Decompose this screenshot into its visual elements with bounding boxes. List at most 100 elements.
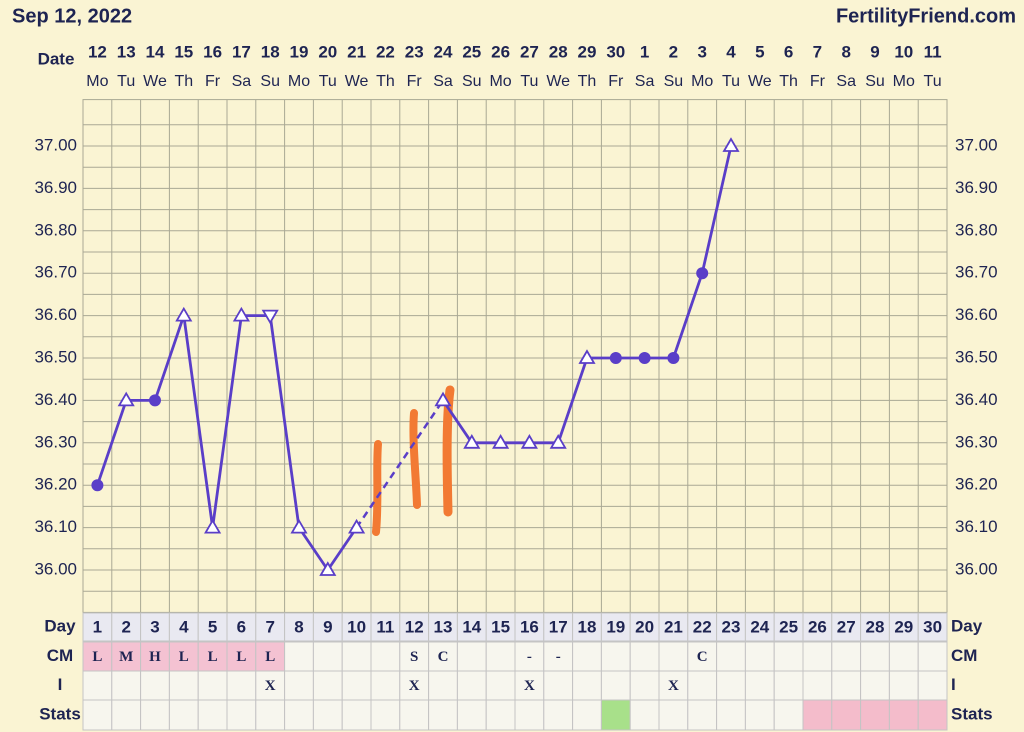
temperature-point [696,267,709,280]
table-cell [572,670,602,701]
date-label: 21 [347,42,366,61]
day-number: 22 [693,617,712,636]
weekday-label: Tu [117,73,135,90]
cm-entry: L [208,649,218,665]
day-number: 2 [121,617,130,636]
weekday-label: Sa [836,73,856,90]
weekday-label: Tu [924,73,942,90]
table-cell [629,641,660,672]
table-cell [888,641,919,672]
weekday-label: Fr [205,73,221,90]
day-number: 29 [894,617,913,636]
table-cell [111,699,142,731]
temperature-point [204,518,222,534]
table-cell [888,699,919,731]
table-cell [773,612,804,642]
day-number: 18 [578,617,597,636]
table-cell [773,670,804,701]
table-cell [629,699,660,731]
table-cell [485,670,516,701]
table-cell [197,670,228,701]
weekday-label: Sa [433,73,453,90]
table-cell [802,641,833,672]
temperature-point [91,479,104,492]
table-cell [399,612,430,642]
table-cell [773,699,804,731]
hand-mark [372,440,382,536]
y-tick-label: 36.30 [34,432,77,451]
day-number: 8 [294,617,303,636]
table-cell [917,612,948,642]
i-entry: X [409,678,420,694]
date-label: 19 [290,42,309,61]
table-cell [744,612,775,642]
weekday-label: Mo [288,73,310,90]
table-cell [399,670,430,701]
weekday-label: Su [462,73,482,90]
y-tick-label: 36.40 [34,390,77,409]
table-cell [82,699,113,731]
table-cell [917,641,948,672]
chart-title: Sep 12, 2022 [12,5,132,27]
weekday-label: Su [664,73,684,90]
table-cell [802,670,833,701]
table-cell [312,641,343,672]
cm-entry: - [556,649,561,665]
table-cell [168,612,199,642]
day-number: 5 [208,617,217,636]
table-cell [284,641,314,672]
temperature-point [667,352,680,364]
y-tick-label-right: 37.00 [955,135,998,154]
date-label: 29 [578,42,597,61]
table-cell [284,699,314,731]
day-number: 9 [323,617,332,636]
date-label: 1 [640,42,649,61]
day-number: 14 [462,617,481,636]
temperature-point [722,137,740,152]
date-label: 16 [203,42,222,61]
date-label: 27 [520,42,539,61]
weekday-label: We [345,73,369,90]
day-number: 1 [93,617,102,636]
day-number: 23 [722,617,741,636]
table-cell [111,670,142,701]
table-cell [543,612,574,642]
date-label: 4 [726,42,736,61]
y-tick-label-right: 36.70 [955,263,998,282]
weekday-label: Mo [489,73,511,90]
weekday-label: Mo [86,73,108,90]
y-tick-label: 37.00 [34,135,77,154]
weekday-label: Th [376,73,395,90]
date-label: 18 [261,42,280,61]
row-label: Day [44,616,76,635]
weekday-label: Fr [608,73,624,90]
table-cell [860,670,890,701]
row-label-right: Stats [951,704,993,723]
table-cell [572,699,602,731]
table-cell [197,641,228,672]
plot [91,137,740,576]
table-cell [197,699,228,731]
y-tick-label: 36.00 [34,559,77,578]
table-cell [168,670,199,701]
date-label: 15 [174,42,193,61]
date-label: 6 [784,42,793,61]
temperature-point [149,394,161,407]
temperature-point [117,391,135,407]
weekday-label: We [748,73,772,90]
day-number: 28 [866,617,885,636]
weekday-label: Mo [691,73,713,90]
table-cell [514,641,545,672]
table-cell [428,699,458,731]
table-cell [600,699,631,731]
temperature-point [492,434,510,449]
hand-mark [442,385,455,517]
table-cell [428,612,458,642]
table-cell [226,699,257,731]
table-cell [658,641,689,672]
cm-entry: - [527,649,532,665]
date-label: 23 [405,42,424,61]
table-cell [831,612,862,642]
table-cell [284,670,314,701]
date-label: 12 [88,42,107,61]
